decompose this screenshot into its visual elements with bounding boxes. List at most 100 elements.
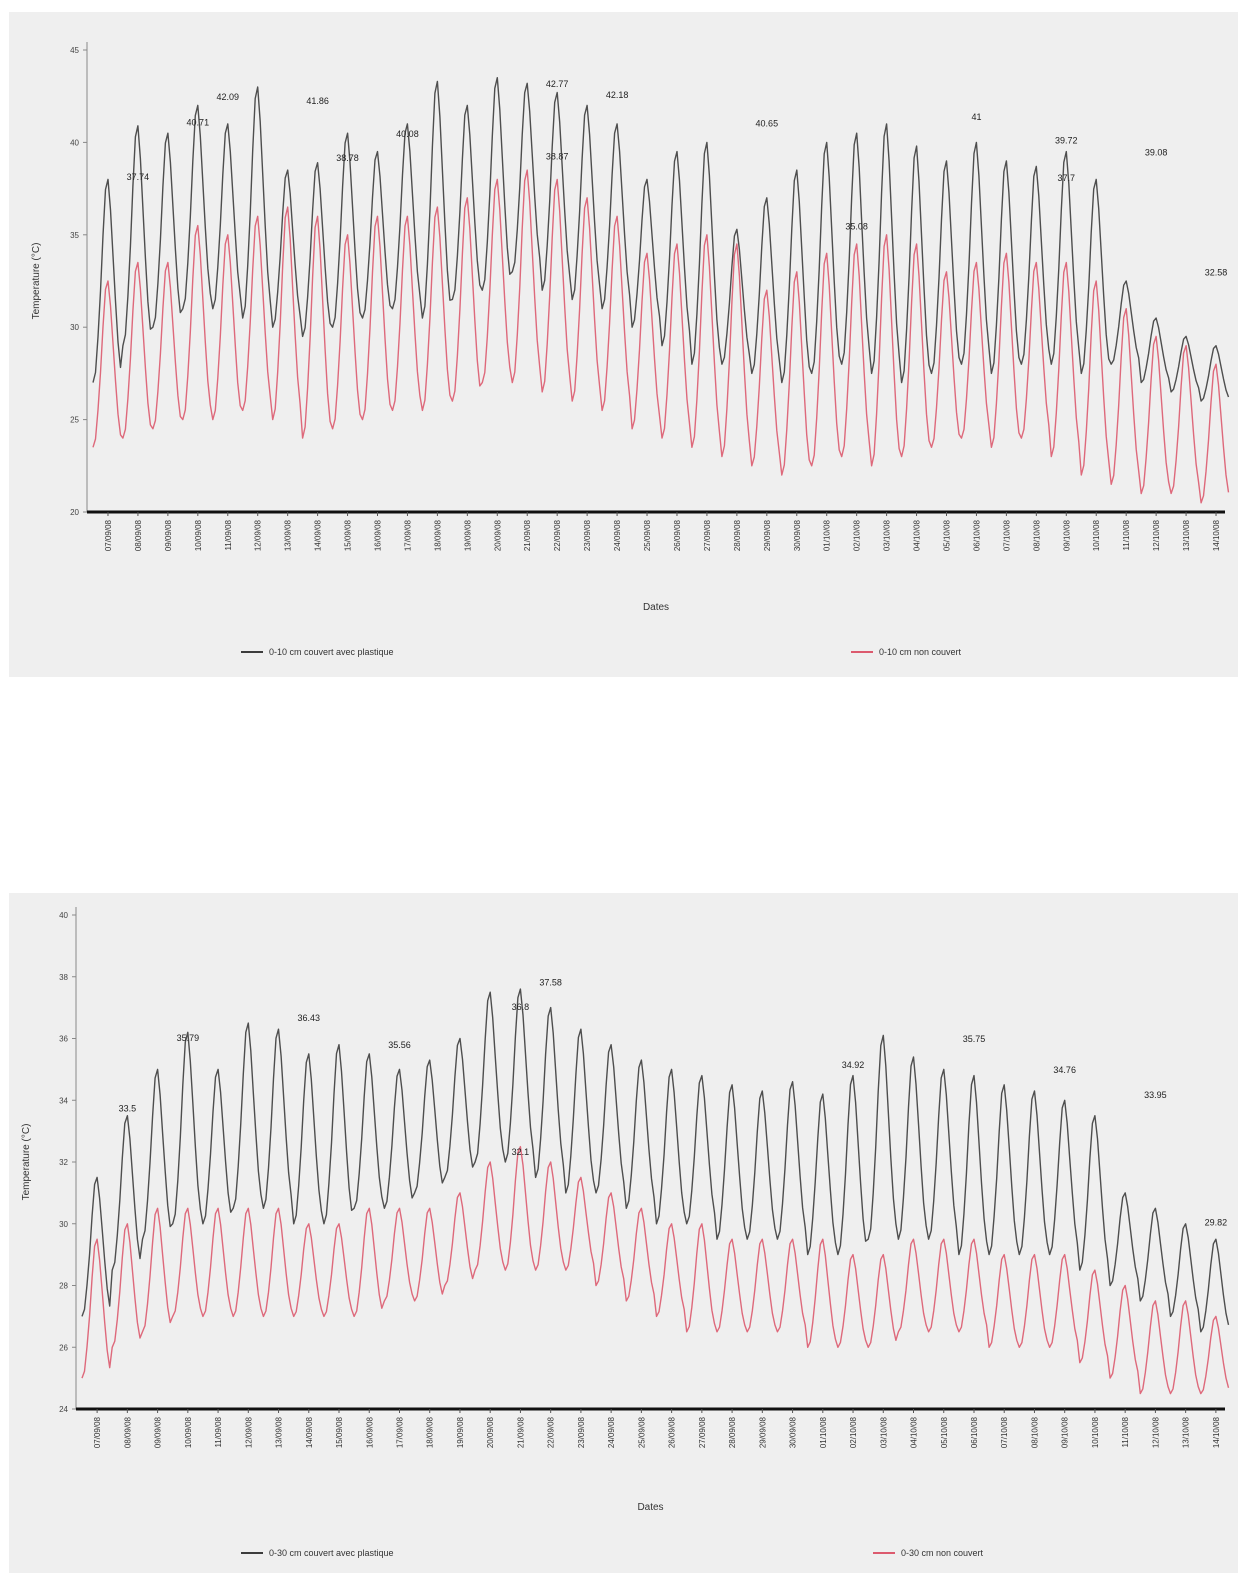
- peak-data-label: 42.77: [546, 79, 569, 89]
- chart-panel-bottom: 24 26 28 30 32 34 36 38 40 Temperature (°C) 32.1 33…: [9, 893, 1238, 1573]
- x-tick-label: 13/09/08: [275, 1416, 284, 1448]
- x-tick-label: 12/09/08: [254, 519, 263, 551]
- x-tick-label: 02/10/08: [853, 519, 862, 551]
- legend-label-covered-30: 0-30 cm couvert avec plastique: [269, 1548, 394, 1558]
- x-tick-label: 12/09/08: [244, 1416, 253, 1448]
- peak-data-label: 37.58: [539, 978, 562, 988]
- legend-swatch-covered: [241, 651, 263, 653]
- chart-bottom-svg: 24 26 28 30 32 34 36 38 40 Temperature (°C) 32.1 33…: [9, 893, 1238, 1573]
- x-tick-label: 15/09/08: [344, 519, 353, 551]
- peak-data-label: 37.74: [127, 172, 150, 182]
- x-tick-label: 19/09/08: [463, 519, 472, 551]
- y-tick-label: 25: [70, 416, 79, 425]
- peak-data-label: 39.08: [1145, 147, 1168, 157]
- x-tick-label: 06/10/08: [972, 519, 981, 551]
- x-tick-label: 11/09/08: [214, 1416, 223, 1447]
- peak-data-label: 38.78: [336, 153, 359, 163]
- x-tick-label: 18/09/08: [433, 519, 442, 551]
- x-tick-label: 21/09/08: [523, 519, 532, 551]
- x-tick-label: 11/10/08: [1122, 519, 1131, 550]
- peak-data-label: 42.09: [216, 92, 239, 102]
- x-tick-label: 17/09/08: [403, 519, 412, 551]
- peak-data-label: 34.76: [1053, 1065, 1076, 1075]
- x-tick-label: 11/09/08: [224, 519, 233, 550]
- x-tick-label: 24/09/08: [607, 1416, 616, 1448]
- x-tick-label: 09/10/08: [1061, 1416, 1070, 1448]
- legend-swatch-uncovered: [851, 651, 873, 653]
- x-tick-label: 13/09/08: [284, 519, 293, 551]
- y-axis-title: Temperature (°C): [31, 243, 42, 320]
- legend-swatch-covered-30: [241, 1552, 263, 1554]
- x-tick-label: 27/09/08: [703, 519, 712, 551]
- x-tick-label: 14/10/08: [1212, 519, 1221, 551]
- x-tick-label: 08/10/08: [1032, 519, 1041, 551]
- peak-data-label: 29.82: [1205, 1217, 1228, 1227]
- y-tick-label: 45: [70, 46, 79, 55]
- x-tick-label: 20/09/08: [493, 519, 502, 551]
- x-tick-label: 25/09/08: [643, 519, 652, 551]
- peak-data-label: 40.65: [756, 118, 779, 128]
- x-tick-label: 09/10/08: [1062, 519, 1071, 551]
- y-tick-label: 40: [70, 138, 79, 147]
- x-tick-label: 05/10/08: [940, 1416, 949, 1448]
- x-tick-label: 07/09/08: [104, 519, 113, 551]
- peak-data-label: 41: [971, 112, 981, 122]
- y-tick-label: 40: [59, 911, 68, 920]
- peak-data-label: 39.72: [1055, 136, 1078, 146]
- peak-data-label: 37.7: [1058, 173, 1076, 183]
- y-tick-label: 24: [59, 1405, 68, 1414]
- peak-data-label: 38.87: [546, 151, 569, 161]
- x-tick-label: 10/10/08: [1091, 1416, 1100, 1448]
- peak-data-label: 33.95: [1144, 1090, 1167, 1100]
- y-tick-label: 36: [59, 1035, 68, 1044]
- peak-data-label: 41.86: [306, 96, 329, 106]
- x-tick-label: 05/10/08: [943, 519, 952, 551]
- x-tick-label: 04/10/08: [913, 519, 922, 551]
- x-tick-label: 08/09/08: [134, 519, 143, 551]
- x-tick-label: 13/10/08: [1182, 1416, 1191, 1448]
- x-tick-label: 03/10/08: [879, 1416, 888, 1448]
- y-tick-label: 34: [59, 1096, 68, 1105]
- x-tick-label: 27/09/08: [698, 1416, 707, 1448]
- x-tick-label: 12/10/08: [1151, 1416, 1160, 1448]
- x-tick-label: 14/09/08: [305, 1416, 314, 1448]
- y-tick-label: 38: [59, 973, 68, 982]
- peak-data-label: 40.71: [187, 117, 210, 127]
- y-tick-label: 32: [59, 1158, 68, 1167]
- y-tick-label: 30: [59, 1220, 68, 1229]
- peak-data-label: 36.43: [298, 1013, 321, 1023]
- x-tick-label: 07/10/08: [1002, 519, 1011, 551]
- x-tick-label: 25/09/08: [637, 1416, 646, 1448]
- peak-data-label: 35.56: [388, 1040, 411, 1050]
- y-tick-label: 26: [59, 1343, 68, 1352]
- x-tick-label: 08/10/08: [1030, 1416, 1039, 1448]
- x-tick-label: 12/10/08: [1152, 519, 1161, 551]
- chart-panel-top: 20 25 30 35 40 45 Temperature (°C) 38.87 37.74 40…: [9, 12, 1238, 677]
- x-tick-label: 28/09/08: [728, 1416, 737, 1448]
- peak-data-label: 35.75: [963, 1034, 986, 1044]
- x-tick-label: 14/10/08: [1212, 1416, 1221, 1448]
- peak-data-label: 40.08: [396, 129, 419, 139]
- x-tick-label: 26/09/08: [668, 1416, 677, 1448]
- legend-label-uncovered: 0-10 cm non couvert: [879, 647, 961, 657]
- x-tick-label: 13/10/08: [1182, 519, 1191, 551]
- series-line-covered: [82, 989, 1229, 1332]
- peak-data-label: 32.58: [1205, 268, 1228, 278]
- x-tick-label: 07/10/08: [1000, 1416, 1009, 1448]
- peak-data-label: 35.79: [177, 1033, 200, 1043]
- x-tick-label: 26/09/08: [673, 519, 682, 551]
- x-tick-label: 30/09/08: [793, 519, 802, 551]
- peak-data-label: 32.1: [512, 1147, 530, 1157]
- x-tick-label: 11/10/08: [1121, 1416, 1130, 1447]
- x-tick-label: 16/09/08: [374, 519, 383, 551]
- y-tick-label: 30: [70, 323, 79, 332]
- x-tick-label: 01/10/08: [823, 519, 832, 551]
- x-tick-label: 14/09/08: [314, 519, 323, 551]
- x-tick-label: 16/09/08: [365, 1416, 374, 1448]
- x-tick-label: 21/09/08: [516, 1416, 525, 1448]
- legend-item-uncovered-30: 0-30 cm non couvert: [873, 1548, 983, 1558]
- x-tick-label: 01/10/08: [819, 1416, 828, 1448]
- legend-label-covered: 0-10 cm couvert avec plastique: [269, 647, 394, 657]
- y-tick-label: 20: [70, 508, 79, 517]
- x-tick-label: 10/10/08: [1092, 519, 1101, 551]
